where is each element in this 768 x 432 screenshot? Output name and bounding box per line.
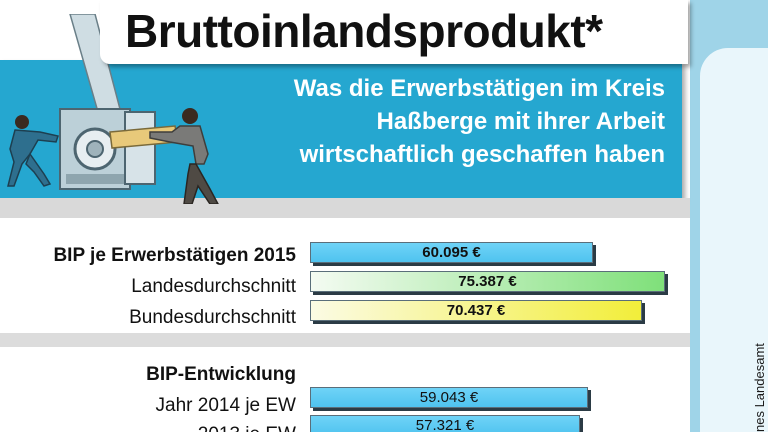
bar-1-0: 59.043 € — [310, 387, 588, 408]
title-box — [100, 0, 688, 64]
bar-value-label-0-1: 75.387 € — [458, 273, 517, 290]
subtitle-line-1: Was die Erwerbstätigen im Kreis — [293, 75, 665, 102]
label-bip-entwicklung: BIP-Entwicklung — [146, 364, 296, 385]
bar-0-0: 60.095 € — [310, 242, 593, 263]
label-landesdurchschnitt: Landesdurchschnitt — [131, 276, 296, 297]
bar-1-1: 57.321 € — [310, 415, 580, 432]
subtitle: Was die Erwerbstätigen im Kreis Haßberge… — [215, 72, 665, 171]
banner-shadow — [0, 198, 690, 218]
bar-value-label-0-2: 70.437 € — [446, 302, 506, 319]
source-text: nes Landesamt — [752, 343, 767, 432]
label-2014: Jahr 2014 je EW — [155, 395, 296, 416]
press-workers-illustration — [7, 14, 219, 204]
bar-value-label-1-0: 59.043 € — [419, 389, 479, 406]
label-bip-2015: BIP je Erwerbstätigen 2015 — [53, 245, 296, 266]
subtitle-line-2: Haßberge mit ihrer Arbeit — [376, 108, 665, 135]
bar-0-1: 75.387 € — [310, 271, 665, 292]
side-panel-inner — [700, 48, 768, 432]
page-title: Bruttoinlandsprodukt* — [125, 5, 603, 57]
label-2013: 2013 je EW — [198, 424, 296, 432]
bar-value-label-1-1: 57.321 € — [415, 417, 475, 432]
section-divider — [0, 333, 690, 347]
subtitle-line-3: wirtschaftlich geschaffen haben — [299, 141, 665, 168]
label-bundesdurchschnitt: Bundesdurchschnitt — [129, 307, 296, 328]
bar-value-label-0-0: 60.095 € — [422, 244, 481, 261]
bar-0-2: 70.437 € — [310, 300, 642, 321]
